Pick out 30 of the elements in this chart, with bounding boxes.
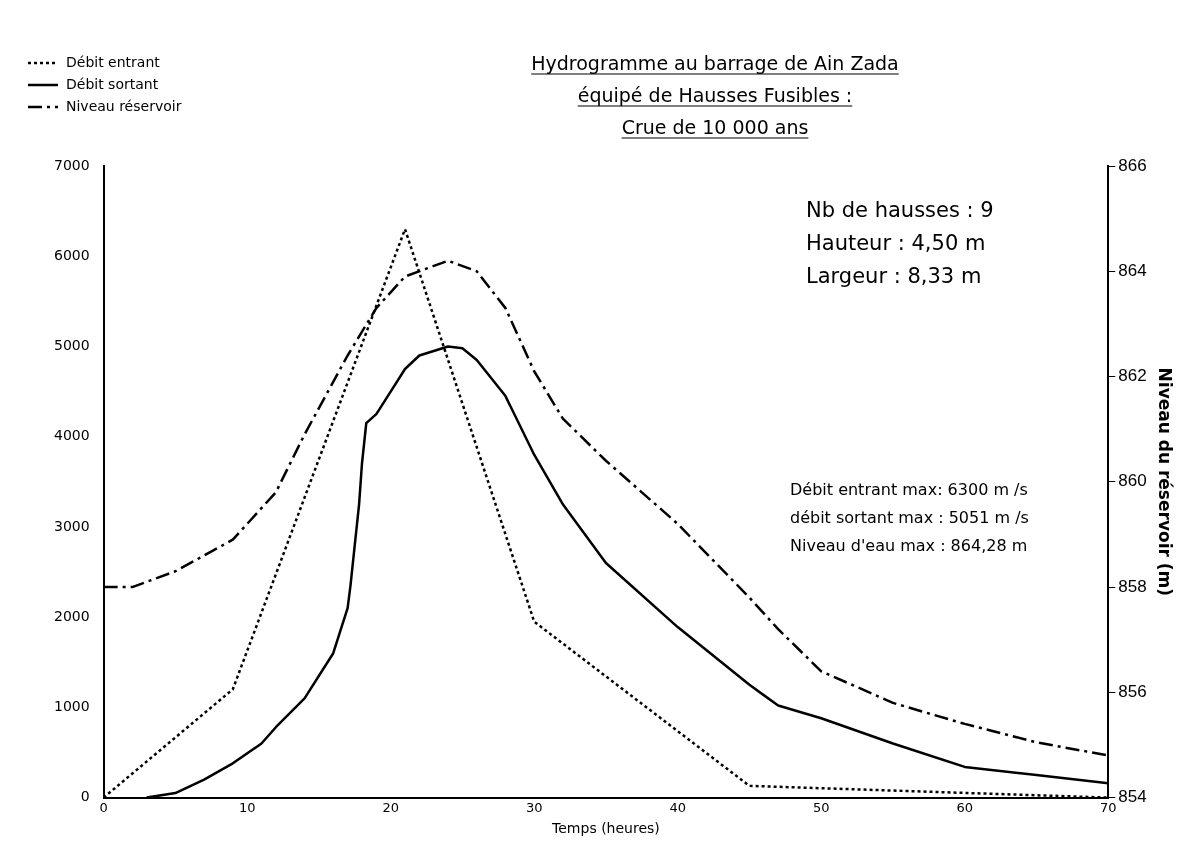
y-tick-label: 7000 [53, 156, 90, 173]
annotation: Nb de hausses : 9 Hauteur : 4,50 m Largeur : 8,33 m [806, 198, 994, 289]
x-tick-label: 30 [525, 799, 543, 815]
y-tick-label: 5000 [53, 337, 90, 354]
x-tick-label: 20 [382, 799, 399, 815]
y-tick-label: 2000 [53, 607, 90, 624]
x-axis-title: Temps (heures) [551, 820, 660, 837]
y-tick-label: 4000 [53, 427, 90, 444]
y2-tick-label: 860 [1118, 471, 1147, 491]
x-tick-label: 60 [956, 799, 973, 815]
x-tick-label: 70 [1099, 799, 1117, 815]
y2-axis-title: Niveau du réservoir (m) [1155, 367, 1176, 597]
chart-title: Hydrogramme au barrage de Ain Zada équipé de Hausses Fusibles : Crue de 10 000 ans [531, 52, 899, 138]
legend-label: Débit entrant [66, 53, 161, 70]
y2-tick-label: 866 [1118, 155, 1147, 175]
y2-tick-label: 856 [1118, 682, 1147, 702]
legend-label: Niveau réservoir [66, 97, 182, 114]
annotation: Débit entrant max: 6300 m /s débit sortant max : 5051 m /s Niveau d'eau max : 864,28 m [790, 480, 1029, 556]
x-tick-label: 10 [238, 799, 256, 815]
legend-label: Débit sortant [66, 75, 159, 92]
x-tick-label: 40 [669, 799, 686, 815]
x-tick-label: 0 [99, 799, 108, 815]
y-tick-label: 1000 [53, 698, 90, 715]
y2-tick-label: 864 [1118, 260, 1147, 280]
y-tick-label: 3000 [53, 517, 90, 534]
x-tick-label: 50 [812, 799, 830, 815]
y2-tick-label: 862 [1118, 366, 1147, 386]
y2-tick-label: 858 [1118, 576, 1147, 596]
y2-tick-label: 854 [1118, 787, 1147, 807]
y-tick-label: 6000 [53, 246, 90, 263]
